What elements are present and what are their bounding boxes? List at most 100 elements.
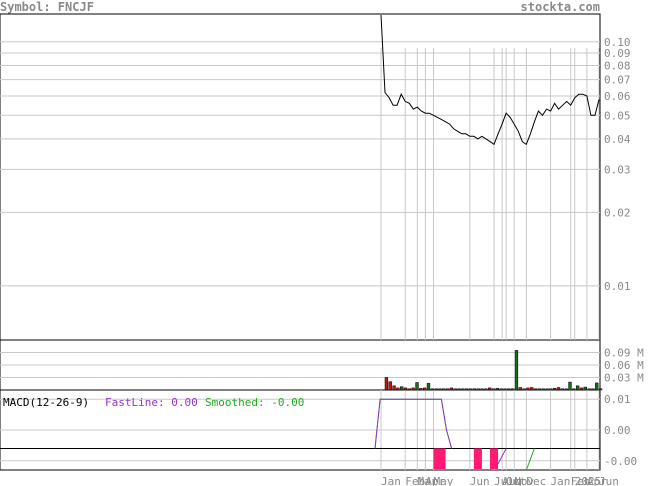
- x-tick-label: May: [433, 475, 453, 486]
- macd-smoothed-line: [374, 398, 453, 449]
- x-tick-label: Nov: [514, 475, 534, 486]
- volume-bar: [587, 388, 591, 391]
- volume-bar: [434, 388, 438, 391]
- volume-bar: [495, 388, 499, 391]
- macd-histogram-bar: [490, 448, 499, 469]
- volume-bar: [430, 388, 434, 391]
- volume-bar: [407, 388, 412, 391]
- volume-bar: [568, 381, 572, 391]
- volume-bar: [465, 388, 469, 391]
- x-tick-label: Apr: [587, 475, 607, 486]
- volume-bar: [591, 388, 595, 391]
- macd-histogram-bar: [473, 448, 482, 469]
- volume-bar: [411, 387, 415, 391]
- volume-bar: [545, 388, 549, 391]
- macd-tick-label: -0.00: [604, 455, 637, 468]
- volume-bar: [499, 388, 503, 391]
- volume-bar: [400, 386, 404, 391]
- x-tick-label: Mar: [417, 475, 437, 486]
- volume-bar: [415, 382, 419, 391]
- site-label: stockta.com: [521, 0, 600, 14]
- price-tick-label: 0.02: [604, 206, 631, 219]
- volume-bar: [442, 388, 446, 391]
- axis-labels: 0.100.090.08 0.07 0.06 0.05 0.04 0.03 0.02 0.01…: [381, 36, 644, 486]
- volume-bar: [537, 388, 542, 391]
- volume-bar: [480, 388, 484, 391]
- price-tick-label: 0.04: [604, 133, 631, 146]
- macd-histogram-bar: [433, 448, 446, 469]
- volume-bar: [530, 387, 534, 391]
- volume-bar: [461, 388, 465, 391]
- volume-bar: [514, 350, 519, 391]
- volume-bar: [488, 387, 492, 391]
- macd-series: [0, 398, 600, 471]
- x-tick-label: Jan: [381, 475, 401, 486]
- macd-smoothed-label: Smoothed: -0.00: [205, 396, 304, 409]
- x-tick-label: Jun: [599, 475, 619, 486]
- volume-bar: [560, 388, 565, 391]
- volume-bar: [533, 388, 538, 391]
- volume-bar: [384, 377, 389, 391]
- volume-bar: [426, 383, 431, 391]
- volume-bar: [564, 388, 568, 391]
- price-tick-label: 0.09: [604, 47, 631, 60]
- volume-bar: [403, 387, 408, 391]
- volume-bar: [445, 388, 450, 391]
- price-panel-frame: [0, 13, 601, 341]
- x-tick-label: Feb: [571, 475, 591, 486]
- volume-bar: [476, 388, 480, 391]
- volume-bar: [422, 387, 427, 391]
- volume-bar: [549, 388, 553, 391]
- volume-bar: [526, 387, 530, 391]
- x-tick-label: Dec: [526, 475, 546, 486]
- macd-fast-line: [374, 398, 453, 449]
- volume-bar: [419, 388, 423, 391]
- volume-bar: [484, 388, 488, 391]
- volume-bar: [396, 387, 400, 391]
- x-tick-label: Jun: [470, 475, 490, 486]
- volume-tick-label: 0.09 M: [604, 347, 644, 360]
- volume-bar: [392, 385, 396, 391]
- price-line: [380, 14, 600, 146]
- x-tick-label: Apr: [425, 475, 445, 486]
- volume-bar: [595, 382, 599, 391]
- price-tick-label: 0.08: [604, 59, 631, 72]
- volume-bar: [575, 385, 580, 391]
- volume-bar: [491, 388, 496, 391]
- price-tick-label: 0.03: [604, 163, 631, 176]
- volume-bar: [472, 388, 477, 391]
- price-tick-label: 0.06: [604, 90, 631, 103]
- volume-series: [384, 350, 603, 391]
- volume-bar: [556, 387, 561, 391]
- price-series: [380, 14, 600, 146]
- volume-tick-label: 0.03 M: [604, 372, 644, 385]
- volume-bar: [449, 387, 454, 391]
- macd-tick-label: 0.00: [604, 424, 631, 437]
- volume-bar: [598, 388, 603, 391]
- macd-tick-label: 0.01: [604, 393, 631, 406]
- macd-fast-line-late: [497, 448, 507, 465]
- symbol-label: Symbol: FNCJF: [0, 0, 94, 14]
- price-tick-label: 0.10: [604, 36, 631, 49]
- volume-bar: [553, 388, 557, 391]
- volume-bar: [468, 388, 473, 391]
- macd-smoothed-line-late: [525, 448, 535, 471]
- volume-bar: [510, 388, 515, 391]
- volume-bar: [503, 388, 507, 391]
- volume-bar: [457, 388, 461, 391]
- volume-bar: [438, 388, 442, 391]
- volume-bar: [507, 388, 511, 391]
- volume-bar: [453, 388, 457, 391]
- volume-bar: [388, 381, 392, 391]
- volume-tick-label: 0.06 M: [604, 359, 644, 372]
- volume-bar: [579, 387, 584, 391]
- macd-fastline-label: FastLine: 0.00: [105, 396, 198, 409]
- volume-bar: [541, 388, 545, 391]
- price-tick-label: 0.01: [604, 280, 631, 293]
- x-tick-label: Jan: [551, 475, 571, 486]
- price-tick-label: 0.05: [604, 109, 631, 122]
- price-tick-label: 0.07: [604, 74, 631, 87]
- volume-bar: [583, 386, 587, 391]
- volume-bar: [518, 387, 522, 391]
